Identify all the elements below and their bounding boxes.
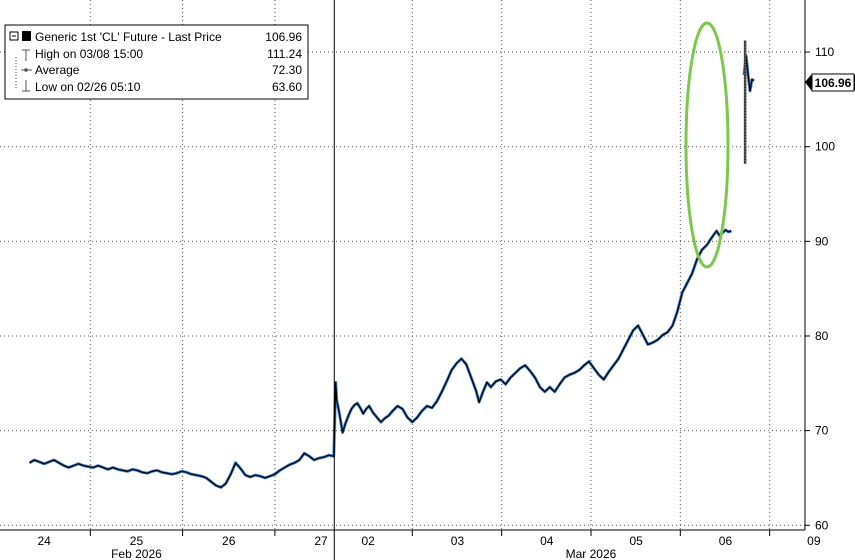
legend-box [4,24,309,100]
month-label: Mar 2026 [566,547,617,560]
legend-average-label: Average [35,63,80,77]
legend-expand-icon[interactable] [9,31,19,41]
x-tick-label: 09 [807,534,821,548]
x-tick-label: 04 [540,534,554,548]
legend-series-swatch-icon [22,31,31,41]
last-price-label: 106.96 [805,73,855,92]
x-tick-label: 05 [629,534,643,548]
x-tick-label: 26 [222,534,236,548]
price-series [28,40,755,489]
legend-average-value: 72.30 [272,63,302,77]
last-price-value: 106.96 [815,76,852,90]
y-tick-label: 90 [815,234,829,248]
y-tick-label: 110 [815,45,834,59]
month-label: Feb 2026 [111,547,162,560]
low-marker-icon [22,80,30,92]
y-tick-label: 100 [815,140,835,154]
legend-series-name: Generic 1st 'CL' Future - Last Price [35,30,222,44]
y-tick-label: 60 [815,518,829,532]
legend-low-label: Low on 02/26 05:10 [35,80,141,94]
x-tick-label: 25 [130,534,144,548]
legend-high-label: High on 03/08 15:00 [35,47,143,61]
high-marker-icon [22,49,30,61]
legend-series-value: 106.96 [265,30,302,44]
x-tick-label: 24 [37,534,51,548]
average-marker-icon [15,57,32,90]
legend-low-value: 63.60 [272,80,302,94]
last-price-box [811,73,855,92]
x-tick-label: 03 [451,534,465,548]
x-tick-label: 06 [719,534,733,548]
y-tick-label: 70 [815,424,829,438]
x-tick-label: 02 [361,534,375,548]
legend: Generic 1st 'CL' Future - Last Price 106… [4,24,309,100]
y-tick-label: 80 [815,329,829,343]
y-axis: 60 70 80 90 100 110 [804,0,835,532]
x-axis: 24 25 26 27 02 03 04 05 06 09 Feb 2026 Mar 2026 [0,0,821,560]
highlight-ellipse [684,21,730,269]
series-line [29,229,732,489]
x-tick-label: 27 [314,534,328,548]
legend-high-value: 111.24 [267,47,302,61]
